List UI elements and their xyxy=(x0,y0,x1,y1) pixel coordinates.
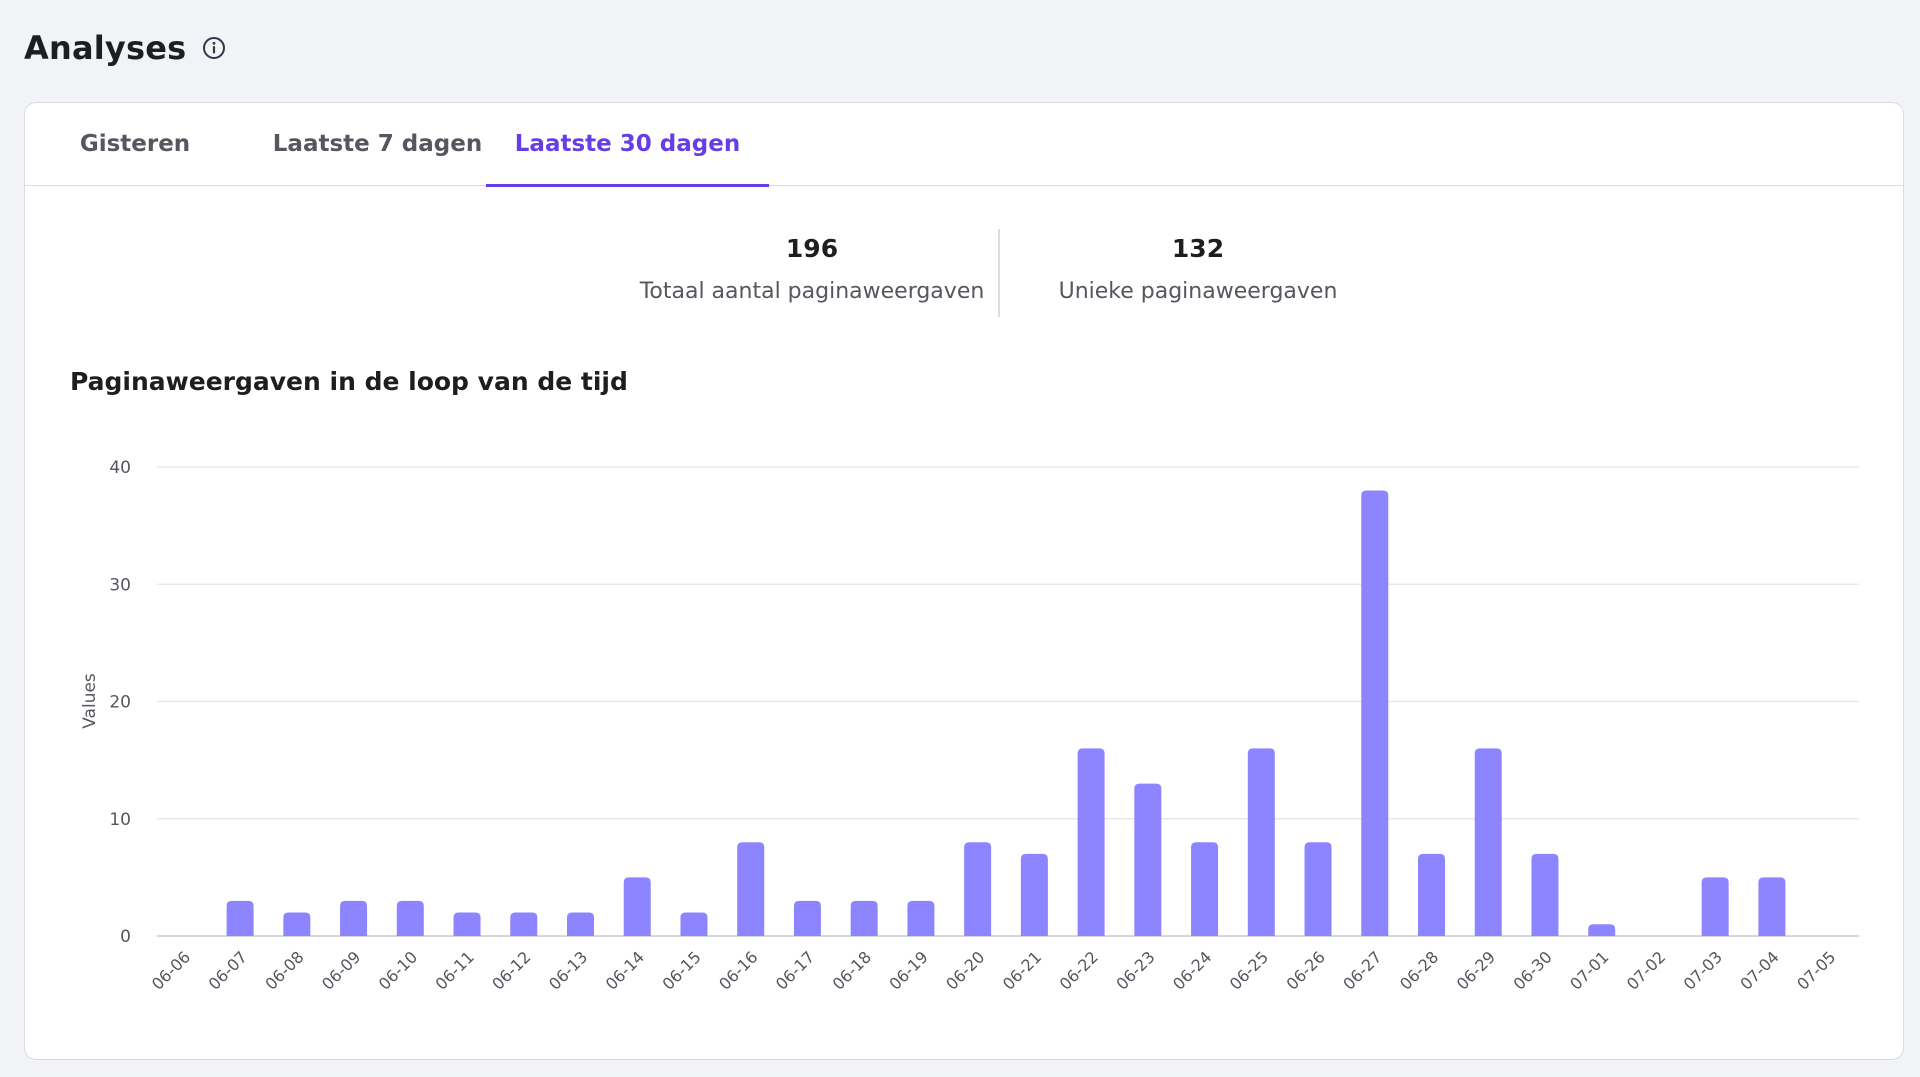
bar-06-18 xyxy=(850,900,878,936)
bar-06-12 xyxy=(510,912,538,936)
y-tick-label: 30 xyxy=(109,575,131,595)
tab-laatste-7-dagen[interactable]: Laatste 7 dagen xyxy=(272,131,483,157)
bar-06-29 xyxy=(1474,748,1502,936)
x-tick-label: 06-18 xyxy=(829,947,875,993)
x-tick-label: 07-01 xyxy=(1566,947,1612,993)
x-tick-label: 06-16 xyxy=(715,947,761,993)
x-tick-label: 06-14 xyxy=(602,947,648,993)
x-tick-label: 06-12 xyxy=(488,947,534,993)
bar-06-26 xyxy=(1304,842,1332,936)
x-tick-label: 06-29 xyxy=(1453,947,1499,993)
stat-label: Totaal aantal paginaweergaven xyxy=(639,279,985,304)
bar-07-04 xyxy=(1758,877,1786,936)
tab-laatste-30-dagen[interactable]: Laatste 30 dagen xyxy=(486,103,769,187)
x-tick-label: 06-21 xyxy=(999,947,1045,993)
x-tick-label: 06-20 xyxy=(942,947,988,993)
page-header: Analyses xyxy=(24,26,226,70)
bar-06-09 xyxy=(340,900,368,936)
x-tick-label: 06-24 xyxy=(1169,947,1215,993)
y-tick-label: 20 xyxy=(109,693,131,713)
x-tick-label: 06-10 xyxy=(375,947,421,993)
tab-gisteren[interactable]: Gisteren xyxy=(79,131,191,157)
x-tick-label: 06-30 xyxy=(1509,947,1555,993)
bar-06-13 xyxy=(567,912,594,936)
x-tick-label: 06-15 xyxy=(658,947,704,993)
x-tick-label: 06-26 xyxy=(1283,947,1329,993)
x-tick-label: 07-04 xyxy=(1736,947,1782,993)
stat-unique-pageviews: 132 Unieke paginaweergaven xyxy=(1008,227,1388,304)
bar-06-14 xyxy=(623,877,651,936)
stat-total-pageviews: 196 Totaal aantal paginaweergaven xyxy=(622,227,1002,304)
bar-06-11 xyxy=(453,912,481,936)
stats-summary: 196 Totaal aantal paginaweergaven 132 Un… xyxy=(25,227,1903,319)
x-tick-label: 06-28 xyxy=(1396,947,1442,993)
period-tabs: Gisteren Laatste 7 dagen Laatste 30 dage… xyxy=(25,103,1903,187)
x-tick-label: 06-19 xyxy=(885,947,931,993)
bar-06-15 xyxy=(680,912,708,936)
bar-06-27 xyxy=(1361,490,1389,936)
bar-06-21 xyxy=(1020,853,1048,936)
bar-07-01 xyxy=(1588,924,1616,936)
bar-06-20 xyxy=(964,842,992,936)
bar-06-24 xyxy=(1191,842,1219,936)
x-tick-label: 06-07 xyxy=(205,947,251,993)
info-circle-icon[interactable] xyxy=(202,36,226,60)
x-tick-label: 06-08 xyxy=(261,947,307,993)
bar-06-08 xyxy=(283,912,311,936)
bar-06-16 xyxy=(737,842,765,936)
x-tick-label: 06-11 xyxy=(432,947,478,993)
page-title: Analyses xyxy=(24,29,187,67)
pageviews-bar-chart: 0 10 20 30 40 Values 06-06 06-07 06-08 06-09 06-10… xyxy=(80,458,1859,994)
bar-06-30 xyxy=(1531,853,1559,936)
y-tick-label: 0 xyxy=(120,927,131,947)
bar-06-17 xyxy=(793,900,821,936)
stat-label: Unieke paginaweergaven xyxy=(1058,279,1338,304)
x-tick-label: 07-03 xyxy=(1680,947,1726,993)
bar-06-25 xyxy=(1247,748,1275,936)
x-tick-label: 06-27 xyxy=(1339,947,1385,993)
x-tick-label: 07-05 xyxy=(1793,947,1839,993)
chart-title: Paginaweergaven in de loop van de tijd xyxy=(70,367,628,396)
x-tick-label: 06-25 xyxy=(1226,947,1272,993)
bar-06-28 xyxy=(1418,853,1445,936)
bar-06-10 xyxy=(396,900,424,936)
bar-06-23 xyxy=(1134,783,1162,936)
bar-06-07 xyxy=(226,900,254,936)
x-tick-label: 06-13 xyxy=(545,947,591,993)
y-axis-label: Values xyxy=(80,673,100,729)
x-tick-label: 06-22 xyxy=(1056,947,1102,993)
bar-06-22 xyxy=(1077,748,1105,936)
x-tick-label: 06-09 xyxy=(318,947,364,993)
bar-06-19 xyxy=(907,900,935,936)
x-tick-label: 06-23 xyxy=(1112,947,1158,993)
x-tick-label: 07-02 xyxy=(1623,947,1669,993)
x-tick-label: 06-17 xyxy=(772,947,818,993)
stat-value: 132 xyxy=(1171,234,1225,263)
y-tick-label: 10 xyxy=(109,810,131,830)
bar-07-03 xyxy=(1701,877,1729,936)
stat-divider xyxy=(998,229,1000,317)
analytics-card: Gisteren Laatste 7 dagen Laatste 30 dage… xyxy=(24,102,1904,1060)
y-tick-label: 40 xyxy=(109,458,131,478)
stat-value: 196 xyxy=(785,234,839,263)
x-tick-label: 06-06 xyxy=(148,947,194,993)
